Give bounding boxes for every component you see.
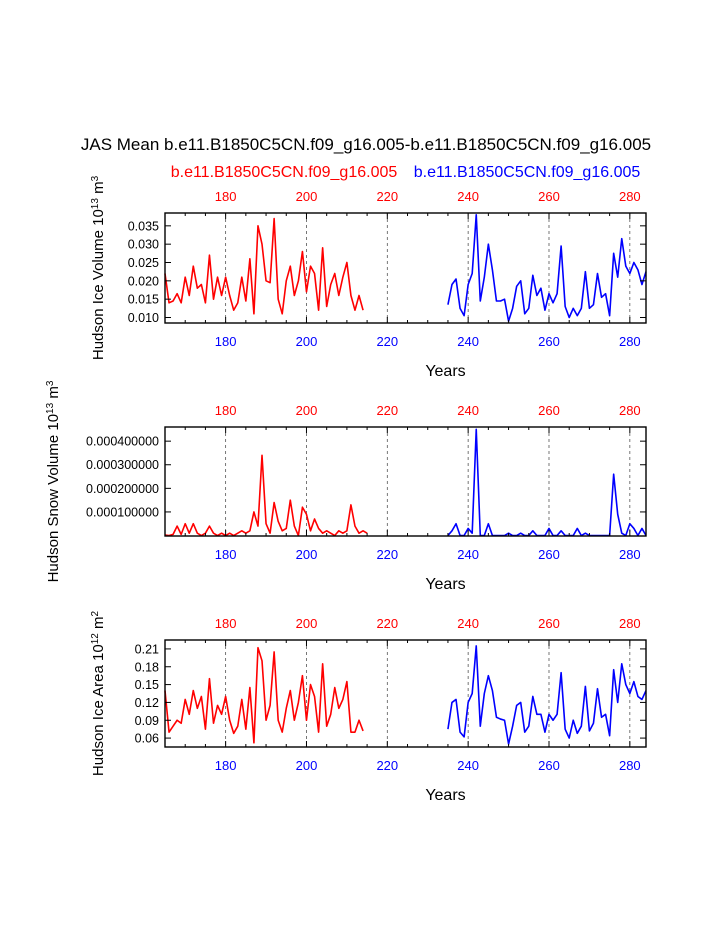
y-axis-label-part: 2 [90,611,101,617]
bottom-tick-label: 280 [619,547,641,562]
series-line-case1 [164,454,368,537]
top-tick-label: 280 [619,189,641,204]
y-axis-label-part: Hudson Ice Area 10 [90,644,107,776]
bottom-tick-label: 220 [376,547,398,562]
y-axis-label-part: m [90,181,107,198]
series-line-case2 [447,214,647,322]
bottom-tick-label: 220 [376,334,398,349]
bottom-tick-label: 180 [215,758,237,773]
top-tick-label: 260 [538,403,560,418]
bottom-tick-label: 200 [296,758,318,773]
top-tick-label: 220 [376,189,398,204]
y-tick-label: 0.035 [128,219,159,233]
series-line-case1 [164,646,364,744]
panel-1: 180 180 200 200 220 220 240 240 260 260 280 280 0.01… [90,175,647,380]
y-tick-label: 0.12 [135,696,159,710]
plot-frame [164,639,647,748]
y-tick-label: 0.025 [128,256,159,270]
panel-2: 180 180 200 200 220 220 240 240 260 260 280 280 0.00… [45,380,647,593]
y-tick-label: 0.09 [135,714,159,728]
top-tick-label: 180 [215,189,237,204]
y-axis-label: Hudson Snow Volume 1013 m3 [45,380,63,582]
y-tick-label: 0.000100000 [86,505,159,519]
y-axis-label-part: 3 [90,175,101,181]
bottom-tick-label: 200 [296,334,318,349]
x-axis-label: Years [425,576,465,593]
y-axis-label-part: 13 [45,402,56,414]
y-tick-label: 0.21 [135,642,159,656]
y-tick-label: 0.010 [128,311,159,325]
x-axis-label: Years [425,787,465,804]
bottom-tick-label: 280 [619,334,641,349]
top-tick-label: 180 [215,616,237,631]
y-axis-label-part: Hudson Snow Volume 10 [45,414,62,582]
series-line-case2 [447,645,647,745]
y-tick-label: 0.15 [135,678,159,692]
top-tick-label: 260 [538,616,560,631]
bottom-tick-label: 180 [215,547,237,562]
y-axis-label-part: m [90,617,107,634]
y-tick-label: 0.015 [128,293,159,307]
top-tick-label: 240 [457,403,479,418]
y-axis-label-part: 3 [45,380,56,386]
panels-group: 180 180 200 200 220 220 240 240 260 260 280 280 0.01… [45,175,647,804]
top-tick-label: 200 [296,616,318,631]
y-axis-label-part: m [45,386,62,403]
bottom-tick-label: 240 [457,758,479,773]
top-tick-label: 220 [376,403,398,418]
y-tick-label: 0.06 [135,732,159,746]
y-axis-label-part: Hudson Ice Volume 10 [90,209,107,360]
bottom-tick-label: 200 [296,547,318,562]
y-tick-label: 0.020 [128,274,159,288]
top-tick-label: 200 [296,403,318,418]
panel-3: 180 180 200 200 220 220 240 240 260 260 280 280 0.06… [90,611,647,804]
plot-frame [164,212,647,324]
chart-title: JAS Mean b.e11.B1850C5CN.f09_g16.005-b.e… [81,135,651,154]
series-line-case1 [164,217,364,315]
top-tick-label: 280 [619,403,641,418]
y-tick-label: 0.18 [135,660,159,674]
legend-case2: b.e11.B1850C5CN.f09_g16.005 [414,164,641,181]
bottom-tick-label: 220 [376,758,398,773]
y-axis-label: Hudson Ice Area 1012 m2 [90,611,108,777]
y-tick-label: 0.000300000 [86,458,159,472]
top-tick-label: 180 [215,403,237,418]
y-tick-label: 0.030 [128,238,159,252]
plot-frame [164,426,647,537]
y-tick-label: 0.000200000 [86,482,159,496]
bottom-tick-label: 260 [538,758,560,773]
bottom-tick-label: 280 [619,758,641,773]
top-tick-label: 260 [538,189,560,204]
bottom-tick-label: 260 [538,334,560,349]
bottom-tick-label: 260 [538,547,560,562]
top-tick-label: 200 [296,189,318,204]
top-tick-label: 280 [619,616,641,631]
y-axis-label-part: 12 [90,633,101,645]
y-axis-label-part: 13 [90,198,101,210]
top-tick-label: 240 [457,189,479,204]
top-tick-label: 220 [376,616,398,631]
top-tick-label: 240 [457,616,479,631]
y-tick-label: 0.000400000 [86,435,159,449]
y-axis-label: Hudson Ice Volume 1013 m3 [90,175,108,360]
legend-case1: b.e11.B1850C5CN.f09_g16.005 [171,164,398,181]
x-axis-label: Years [425,363,465,380]
bottom-tick-label: 240 [457,547,479,562]
bottom-tick-label: 180 [215,334,237,349]
bottom-tick-label: 240 [457,334,479,349]
